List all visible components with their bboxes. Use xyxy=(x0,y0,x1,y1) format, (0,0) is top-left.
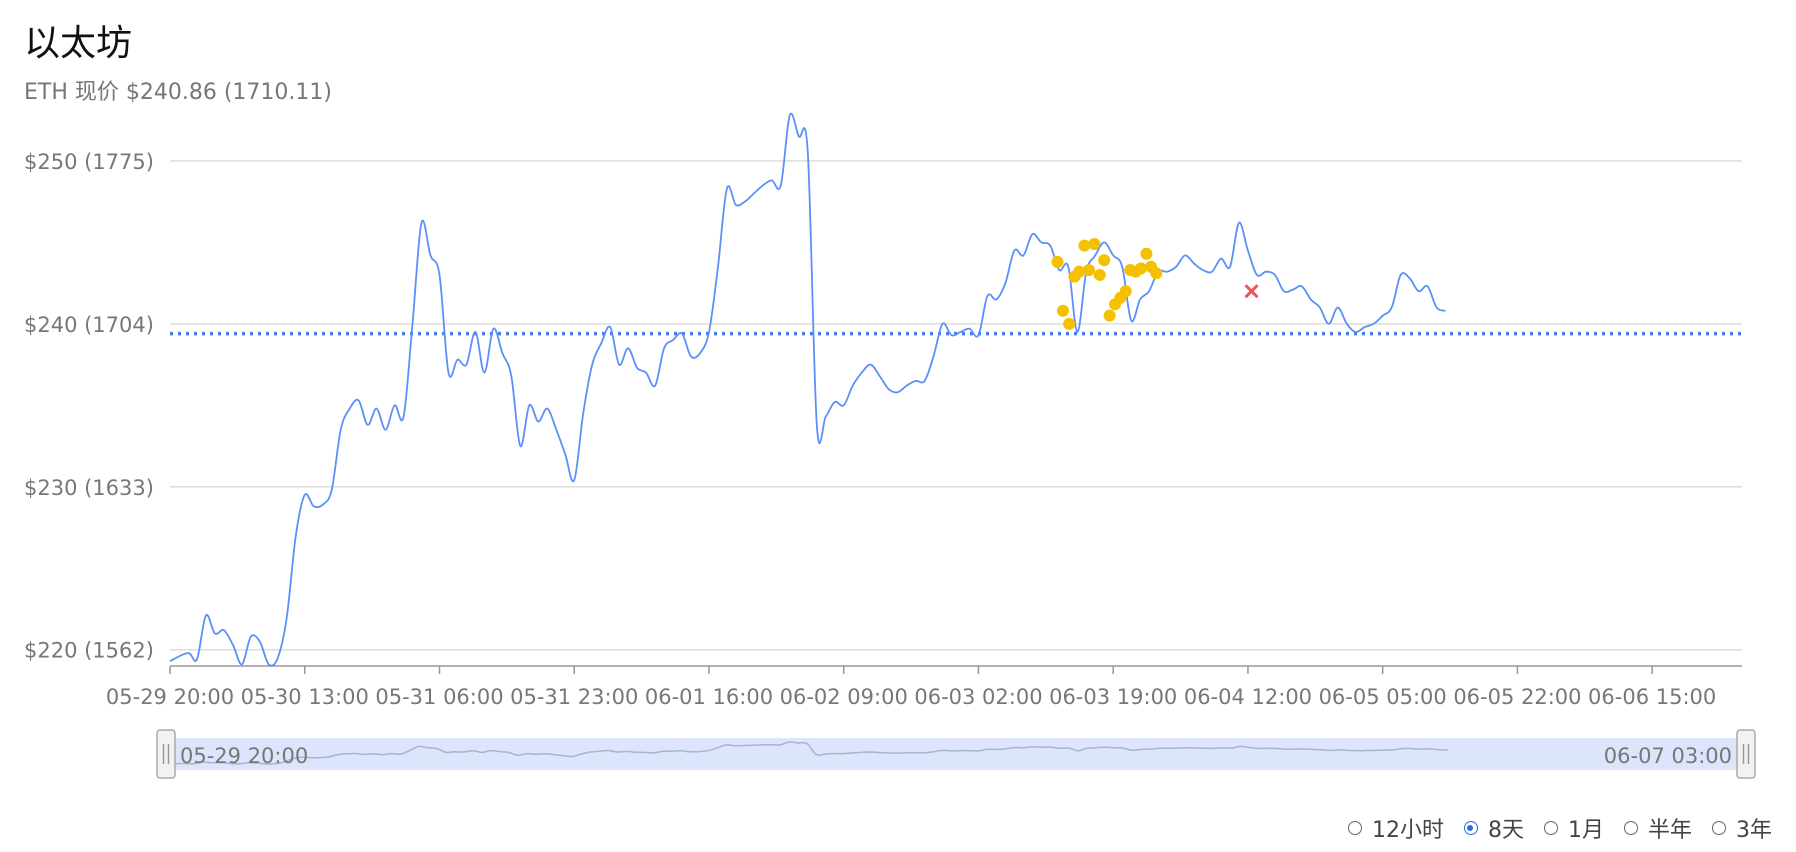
price-line xyxy=(170,114,1446,666)
y-tick-label: $230 (1633) xyxy=(24,476,154,500)
x-tick-label: 05-31 23:00 xyxy=(510,685,638,709)
eth-price-chart: $220 (1562) $230 (1633) $240 (1704) $250 (1… xyxy=(0,0,1796,800)
x-tick-label: 06-05 22:00 xyxy=(1453,685,1581,709)
radio-icon[interactable] xyxy=(1544,821,1558,835)
x-tick-label: 06-03 02:00 xyxy=(914,685,1042,709)
trade-dot-marker xyxy=(1083,264,1095,276)
x-axis: 05-29 20:00 05-30 13:00 05-31 06:00 05-31 2… xyxy=(106,666,1742,709)
navigator-end-label: 06-07 03:00 xyxy=(1604,744,1732,768)
navigator-start-label: 05-29 20:00 xyxy=(180,744,308,768)
radio-icon[interactable] xyxy=(1712,821,1726,835)
trade-dot-marker xyxy=(1057,305,1069,317)
navigator-handle-left[interactable] xyxy=(157,730,175,778)
radio-icon[interactable] xyxy=(1348,821,1362,835)
range-option-label: 8天 xyxy=(1488,812,1524,844)
trade-dot-marker xyxy=(1120,285,1132,297)
y-axis: $220 (1562) $230 (1633) $240 (1704) $250 (1… xyxy=(24,150,154,663)
range-navigator[interactable]: 05-29 20:00 06-07 03:00 xyxy=(157,730,1755,778)
y-tick-label: $220 (1562) xyxy=(24,639,154,663)
navigator-handle-right[interactable] xyxy=(1737,730,1755,778)
series-group xyxy=(170,114,1446,666)
x-tick-label: 05-30 13:00 xyxy=(241,685,369,709)
trade-dot-marker xyxy=(1094,269,1106,281)
x-tick-label: 05-31 06:00 xyxy=(375,685,503,709)
x-tick-label: 06-04 12:00 xyxy=(1184,685,1312,709)
trade-dot-marker xyxy=(1063,318,1075,330)
range-selector: 12小时 8天 1月 半年 3年 xyxy=(1328,812,1772,844)
x-tick-label: 05-29 20:00 xyxy=(106,685,234,709)
trade-dot-marker xyxy=(1088,238,1100,250)
trade-dot-marker xyxy=(1150,267,1162,279)
range-option[interactable]: 1月 xyxy=(1544,812,1604,844)
range-option-label: 12小时 xyxy=(1372,812,1444,844)
trade-dot-marker xyxy=(1140,248,1152,260)
range-option-label: 1月 xyxy=(1568,812,1604,844)
x-tick-label: 06-03 19:00 xyxy=(1049,685,1177,709)
trade-dot-marker xyxy=(1098,254,1110,266)
range-option[interactable]: 12小时 xyxy=(1348,812,1444,844)
range-option[interactable]: 8天 xyxy=(1464,812,1524,844)
marker-group xyxy=(1052,238,1258,330)
radio-selected-icon[interactable] xyxy=(1464,821,1478,835)
range-option[interactable]: 半年 xyxy=(1624,812,1692,844)
range-option[interactable]: 3年 xyxy=(1712,812,1772,844)
y-tick-label: $250 (1775) xyxy=(24,150,154,174)
range-option-label: 半年 xyxy=(1648,812,1692,844)
range-option-label: 3年 xyxy=(1736,812,1772,844)
y-tick-label: $240 (1704) xyxy=(24,313,154,337)
trade-dot-marker xyxy=(1104,310,1116,322)
x-tick-label: 06-06 15:00 xyxy=(1588,685,1716,709)
x-tick-label: 06-05 05:00 xyxy=(1319,685,1447,709)
cross-marker xyxy=(1246,285,1258,297)
radio-icon[interactable] xyxy=(1624,821,1638,835)
x-tick-label: 06-01 16:00 xyxy=(645,685,773,709)
x-tick-label: 06-02 09:00 xyxy=(780,685,908,709)
trade-dot-marker xyxy=(1052,256,1064,268)
